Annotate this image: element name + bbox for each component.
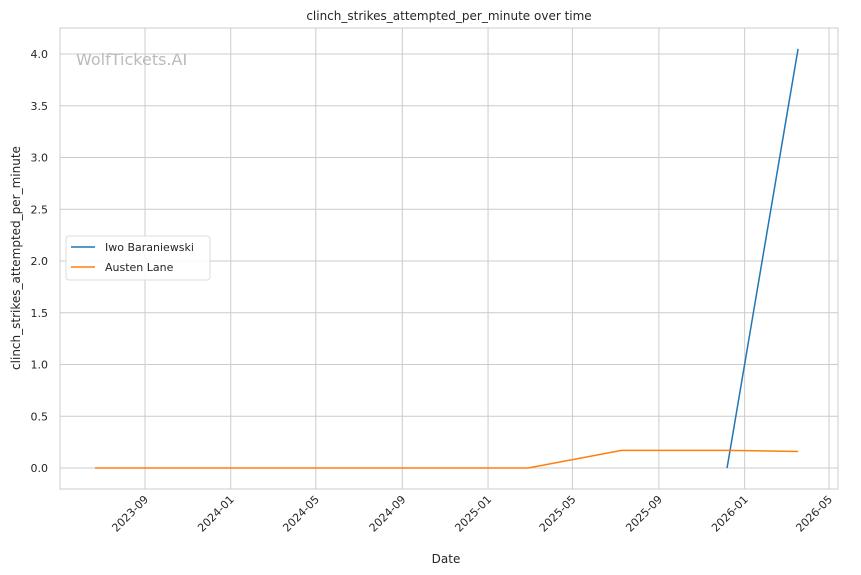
y-axis-label: clinch_strikes_attempted_per_minute	[9, 146, 23, 370]
y-tick-label: 3.5	[31, 100, 49, 113]
legend-box	[65, 235, 211, 281]
x-tick-label: 2025-09	[623, 493, 665, 535]
series-lines	[95, 48, 799, 469]
y-tick-label: 2.5	[31, 203, 49, 216]
x-tick-label: 2024-09	[367, 493, 409, 535]
y-tick-labels: 0.0 0.5 1.0 1.5 2.0 2.5 3.0 3.5 4.0	[31, 48, 49, 475]
series-line-austen-lane	[95, 449, 799, 469]
chart-title: clinch_strikes_attempted_per_minute over…	[306, 9, 591, 23]
x-tick-labels: 2023-09 2024-01 2024-05 2024-09 2025-01 2025-…	[109, 493, 835, 535]
x-axis-label: Date	[432, 552, 461, 566]
plot-area	[59, 27, 839, 490]
legend-label-iwo: Iwo Baraniewski	[105, 241, 194, 254]
y-tick-label: 2.0	[31, 255, 49, 268]
x-tick-label: 2024-01	[195, 493, 237, 535]
y-tick-label: 4.0	[31, 48, 49, 61]
x-tick-label: 2026-05	[793, 493, 835, 535]
series-line-iwo-baraniewski	[726, 48, 799, 469]
x-tick-label: 2026-01	[709, 493, 751, 535]
x-tick-label: 2025-05	[537, 493, 579, 535]
legend: Iwo Baraniewski Austen Lane	[65, 235, 211, 281]
y-tick-label: 3.0	[31, 152, 49, 165]
y-tick-label: 1.5	[31, 307, 49, 320]
legend-label-austen: Austen Lane	[105, 261, 174, 274]
y-tick-label: 1.0	[31, 359, 49, 372]
y-tick-label: 0.5	[31, 410, 49, 423]
watermark: WolfTickets.AI	[76, 50, 187, 69]
x-tick-label: 2024-05	[280, 493, 322, 535]
x-tick-label: 2025-01	[452, 493, 494, 535]
x-tick-label: 2023-09	[109, 493, 151, 535]
y-tick-label: 0.0	[31, 462, 49, 475]
grid	[60, 28, 838, 489]
